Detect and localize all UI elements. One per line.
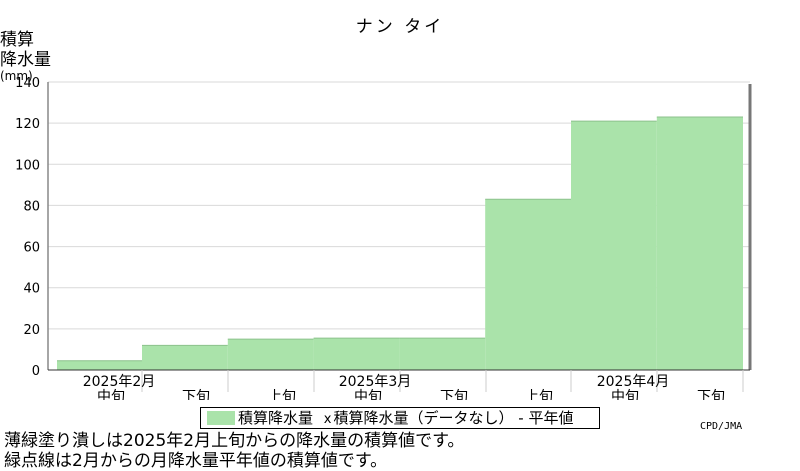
legend-cross-marker: x bbox=[323, 412, 332, 427]
note-line-2: 緑点線は2月からの月降水量平年値の積算値です。 bbox=[4, 451, 388, 471]
bar-1 bbox=[57, 360, 142, 370]
x-month-label: 2025年2月 bbox=[83, 374, 156, 390]
x-tick-label: 上旬 bbox=[268, 389, 296, 400]
x-month-label: 2025年3月 bbox=[339, 374, 412, 390]
legend-item-2: 積算降水量（データなし） bbox=[333, 409, 514, 427]
y-tick-label: 120 bbox=[15, 117, 40, 132]
x-tick-label: 中旬 bbox=[97, 389, 125, 400]
credit-text: CPD/JMA bbox=[700, 421, 743, 432]
y-axis-label-line2: 降水量 bbox=[0, 50, 51, 70]
y-tick-label: 20 bbox=[23, 323, 40, 338]
x-tick-labels: 中旬 下旬 上旬 中旬 下旬 上旬 中旬 下旬 2025年2月 2025年3月 2025年4月 bbox=[83, 370, 744, 400]
bar-2 bbox=[142, 345, 228, 370]
chart-title: ナン タイ bbox=[355, 17, 445, 37]
y-axis-unit: (mm) bbox=[0, 69, 33, 83]
bar-4 bbox=[313, 338, 400, 370]
y-tick-labels: 0 20 40 60 80 100 120 140 bbox=[15, 76, 40, 379]
legend-swatch bbox=[207, 411, 235, 425]
bar-6 bbox=[485, 199, 571, 370]
y-axis-label: 積算 降水量 (mm) bbox=[0, 30, 51, 82]
y-tick-label: 80 bbox=[23, 199, 40, 214]
x-tick-label: 中旬 bbox=[354, 389, 382, 400]
bar-8 bbox=[656, 116, 743, 370]
note-line-1: 薄緑塗り潰しは2025年2月上旬からの降水量の積算値です。 bbox=[4, 431, 465, 451]
x-tick-label: 上旬 bbox=[525, 389, 553, 400]
y-tick-label: 140 bbox=[15, 76, 40, 91]
legend-item-3: 平年値 bbox=[528, 409, 574, 427]
legend-dash-marker: - bbox=[518, 409, 524, 427]
x-tick-label: 下旬 bbox=[182, 389, 210, 400]
y-tick-label: 40 bbox=[23, 282, 40, 297]
bar-7 bbox=[571, 121, 657, 370]
y-axis-label-line1: 積算 bbox=[0, 30, 34, 50]
y-tick-label: 0 bbox=[32, 364, 40, 379]
x-tick-label: 下旬 bbox=[440, 389, 468, 400]
x-tick-label: 下旬 bbox=[697, 389, 725, 400]
bars bbox=[57, 116, 743, 370]
chart-plot: 0 20 40 60 80 100 120 140 中旬 下旬 上旬 中旬 下旬 上旬 中旬 下旬 2025年… bbox=[15, 76, 752, 400]
y-tick-label: 100 bbox=[15, 158, 40, 173]
legend: 積算降水量 x 積算降水量（データなし） - 平年値 bbox=[200, 407, 600, 429]
x-tick-label: 中旬 bbox=[611, 389, 639, 400]
y-tick-label: 60 bbox=[23, 241, 40, 256]
x-month-label: 2025年4月 bbox=[597, 374, 670, 390]
bar-5 bbox=[399, 338, 486, 370]
legend-item-1: 積算降水量 bbox=[238, 409, 314, 427]
bar-3 bbox=[227, 339, 314, 370]
